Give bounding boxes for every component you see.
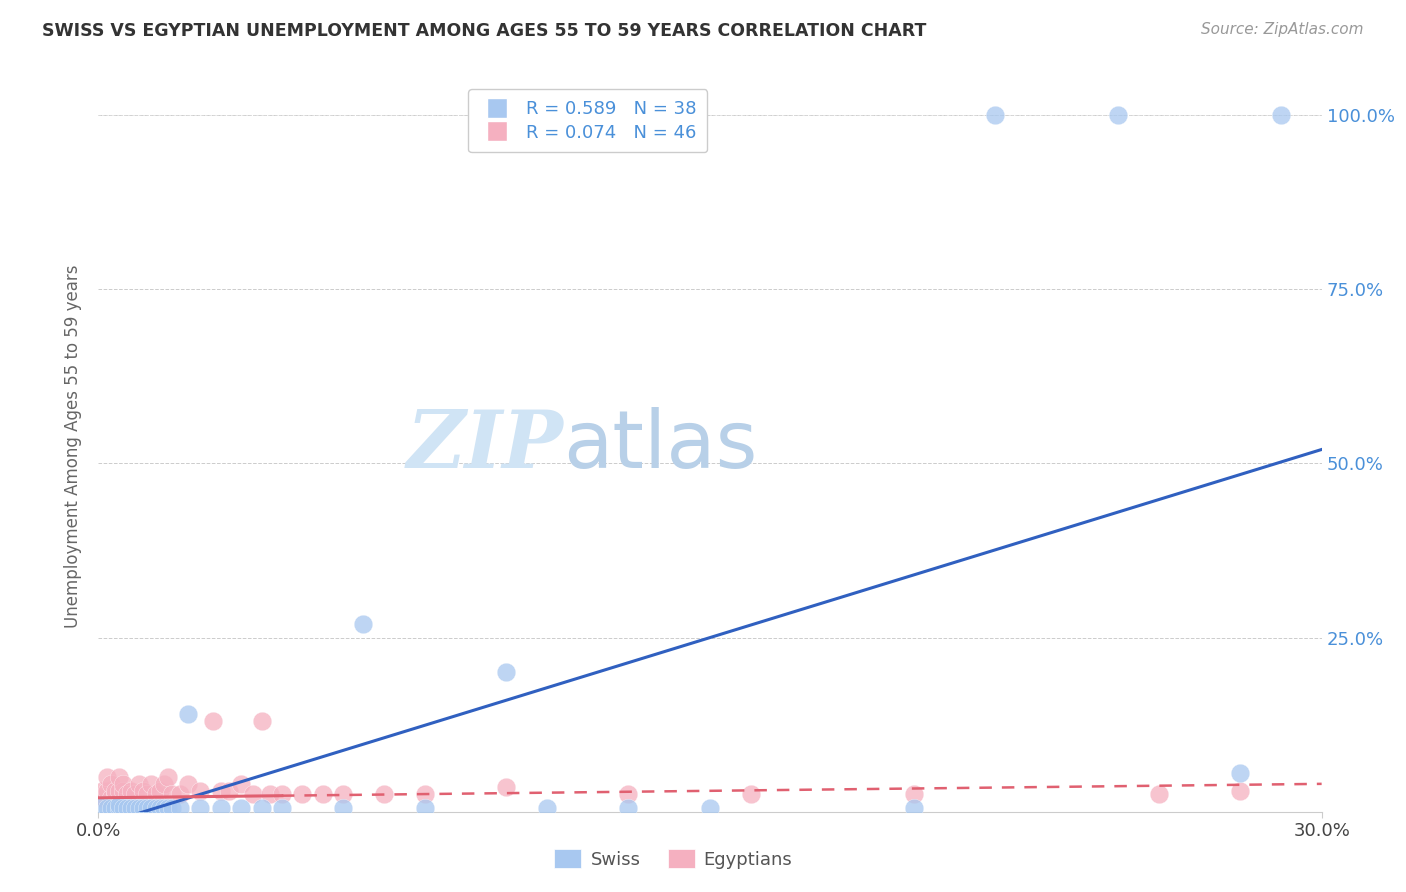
Point bbox=[250, 714, 273, 728]
Point bbox=[120, 784, 142, 798]
Point bbox=[145, 801, 167, 815]
Point bbox=[984, 108, 1007, 122]
Point bbox=[108, 797, 131, 812]
Point bbox=[160, 801, 183, 815]
Point bbox=[132, 784, 155, 798]
Point bbox=[413, 787, 436, 801]
Point bbox=[1147, 787, 1170, 801]
Point bbox=[270, 787, 294, 801]
Point bbox=[903, 787, 925, 801]
Point bbox=[536, 801, 558, 815]
Point bbox=[104, 801, 127, 815]
Point bbox=[188, 784, 212, 798]
Point bbox=[96, 770, 118, 784]
Point bbox=[231, 777, 253, 791]
Point bbox=[100, 790, 122, 805]
Text: atlas: atlas bbox=[564, 407, 758, 485]
Point bbox=[332, 787, 354, 801]
Point bbox=[242, 787, 264, 801]
Point bbox=[108, 784, 131, 798]
Point bbox=[188, 801, 212, 815]
Point bbox=[332, 801, 354, 815]
Point bbox=[100, 801, 122, 815]
Point bbox=[108, 770, 131, 784]
Point bbox=[115, 787, 138, 801]
Point bbox=[291, 787, 314, 801]
Point bbox=[111, 777, 134, 791]
Y-axis label: Unemployment Among Ages 55 to 59 years: Unemployment Among Ages 55 to 59 years bbox=[65, 264, 83, 628]
Point bbox=[209, 784, 232, 798]
Text: Source: ZipAtlas.com: Source: ZipAtlas.com bbox=[1201, 22, 1364, 37]
Point bbox=[373, 787, 395, 801]
Point bbox=[177, 777, 200, 791]
Point bbox=[128, 801, 150, 815]
Point bbox=[699, 801, 721, 815]
Point bbox=[617, 801, 640, 815]
Point bbox=[231, 801, 253, 815]
Point bbox=[124, 801, 146, 815]
Point bbox=[740, 787, 762, 801]
Point bbox=[156, 801, 179, 815]
Point bbox=[100, 777, 122, 791]
Point bbox=[413, 801, 436, 815]
Point bbox=[352, 616, 374, 631]
Point bbox=[160, 787, 183, 801]
Point bbox=[169, 801, 191, 815]
Point bbox=[124, 787, 146, 801]
Point bbox=[1229, 766, 1251, 780]
Point bbox=[259, 787, 281, 801]
Point bbox=[111, 784, 134, 798]
Point bbox=[903, 801, 925, 815]
Point bbox=[152, 777, 174, 791]
Point bbox=[91, 790, 114, 805]
Point bbox=[120, 801, 142, 815]
Point bbox=[104, 784, 127, 798]
Point bbox=[141, 801, 163, 815]
Point bbox=[136, 787, 159, 801]
Point bbox=[141, 777, 163, 791]
Legend: Swiss, Egyptians: Swiss, Egyptians bbox=[547, 842, 800, 876]
Point bbox=[177, 707, 200, 722]
Point bbox=[209, 801, 232, 815]
Point bbox=[169, 787, 191, 801]
Point bbox=[312, 787, 335, 801]
Point bbox=[115, 801, 138, 815]
Point bbox=[128, 777, 150, 791]
Point bbox=[145, 787, 167, 801]
Point bbox=[1270, 108, 1292, 122]
Point bbox=[104, 787, 127, 801]
Point bbox=[111, 801, 134, 815]
Text: ZIP: ZIP bbox=[406, 408, 564, 484]
Point bbox=[218, 784, 240, 798]
Point bbox=[91, 797, 114, 812]
Text: SWISS VS EGYPTIAN UNEMPLOYMENT AMONG AGES 55 TO 59 YEARS CORRELATION CHART: SWISS VS EGYPTIAN UNEMPLOYMENT AMONG AGE… bbox=[42, 22, 927, 40]
Point bbox=[1229, 784, 1251, 798]
Point bbox=[96, 801, 118, 815]
Point bbox=[149, 784, 172, 798]
Point bbox=[149, 801, 172, 815]
Point bbox=[156, 770, 179, 784]
Point bbox=[96, 784, 118, 798]
Point bbox=[152, 801, 174, 815]
Point bbox=[136, 801, 159, 815]
Point bbox=[270, 801, 294, 815]
Point bbox=[1107, 108, 1129, 122]
Point bbox=[250, 801, 273, 815]
Point bbox=[91, 784, 114, 798]
Point bbox=[132, 801, 155, 815]
Point bbox=[108, 801, 131, 815]
Point bbox=[201, 714, 224, 728]
Point bbox=[495, 780, 517, 795]
Point bbox=[495, 665, 517, 680]
Point bbox=[617, 787, 640, 801]
